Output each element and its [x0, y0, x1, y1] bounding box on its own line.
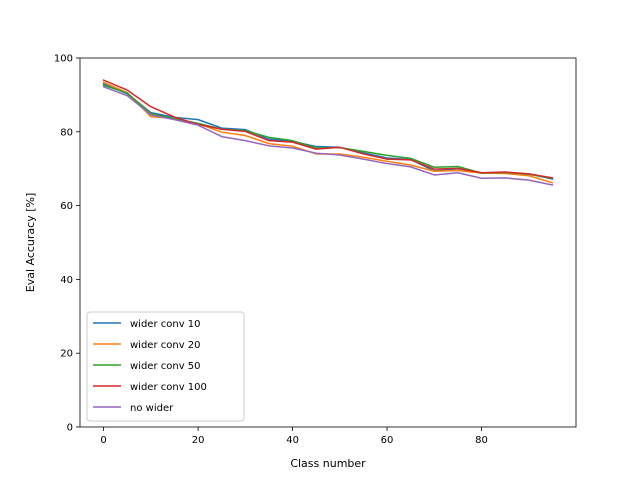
x-axis-label: Class number — [290, 457, 366, 470]
plot-frame — [79, 57, 577, 428]
series-line-wider-conv-100 — [102, 79, 554, 179]
x-tick-label: 60 — [381, 435, 394, 446]
y-tick-label: 60 — [60, 201, 73, 212]
x-tick-label: 20 — [192, 435, 205, 446]
y-tick-label: 80 — [60, 127, 73, 138]
legend: wider conv 10 wider conv 20 wider conv 50 w… — [86, 311, 245, 422]
legend-label: wider conv 50 — [130, 361, 201, 372]
x-tick-label: 80 — [475, 435, 488, 446]
x-tick-label: 40 — [286, 435, 299, 446]
y-tick-label: 100 — [54, 54, 73, 65]
legend-label: wider conv 20 — [130, 340, 201, 351]
ticks-layer: 0 20 40 60 80 0 20 40 60 80 100 — [54, 54, 488, 447]
legend-label: wider conv 10 — [130, 319, 201, 330]
series-layer — [102, 79, 554, 186]
x-tick-label: 0 — [100, 435, 106, 446]
y-tick-label: 0 — [67, 423, 73, 434]
y-axis-label: Eval Accuracy [%] — [24, 193, 37, 293]
legend-label: wider conv 100 — [130, 382, 207, 393]
series-line-no-wider — [102, 85, 554, 186]
legend-box — [86, 311, 245, 422]
legend-label: no wider — [130, 403, 174, 414]
y-tick-label: 20 — [60, 349, 73, 360]
y-tick-label: 40 — [60, 275, 73, 286]
